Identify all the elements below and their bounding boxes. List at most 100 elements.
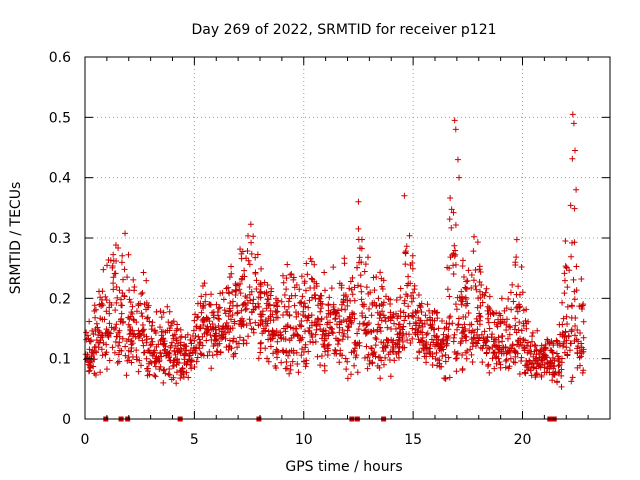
data-point	[191, 317, 198, 324]
data-point	[471, 329, 478, 336]
data-point	[383, 293, 389, 300]
data-point	[267, 317, 274, 324]
data-point	[237, 290, 244, 297]
data-point	[228, 270, 235, 277]
data-point	[265, 296, 272, 303]
data-point	[325, 301, 332, 308]
data-point	[476, 288, 483, 295]
data-point	[254, 251, 261, 258]
data-point	[118, 310, 125, 317]
data-point	[525, 339, 532, 346]
data-point	[336, 313, 343, 320]
data-point	[103, 341, 110, 348]
data-point	[389, 314, 396, 321]
data-point	[177, 367, 184, 374]
data-point	[252, 254, 259, 261]
data-point	[119, 290, 126, 297]
data-point	[561, 334, 568, 341]
data-point	[511, 326, 518, 333]
data-point	[267, 336, 274, 343]
data-point	[313, 326, 320, 333]
data-point	[308, 258, 315, 265]
data-point	[338, 284, 345, 291]
data-point	[214, 348, 221, 355]
data-point	[255, 303, 262, 310]
data-point	[92, 306, 99, 313]
data-point	[118, 259, 125, 266]
data-point	[103, 326, 110, 333]
data-point	[523, 358, 530, 365]
data-point	[228, 263, 235, 270]
data-point	[247, 320, 254, 327]
data-point	[290, 347, 297, 354]
data-point	[562, 328, 569, 335]
data-point	[320, 341, 327, 348]
data-point	[301, 278, 308, 285]
data-point	[96, 339, 103, 346]
data-point	[298, 323, 305, 330]
data-point	[288, 271, 295, 278]
data-point	[285, 352, 292, 359]
data-point	[377, 328, 384, 335]
data-point	[332, 316, 339, 323]
data-point	[534, 327, 541, 334]
data-point	[310, 339, 317, 346]
data-point	[238, 307, 245, 314]
data-point	[139, 313, 146, 320]
data-point	[368, 345, 375, 352]
data-point	[148, 341, 155, 348]
data-point	[406, 331, 413, 338]
data-point	[131, 283, 138, 290]
data-point	[375, 321, 382, 328]
data-point	[577, 329, 584, 336]
data-point	[236, 286, 243, 293]
data-point	[397, 329, 404, 336]
data-point	[515, 326, 522, 333]
data-point	[110, 326, 117, 333]
data-point	[468, 272, 475, 279]
data-point	[515, 283, 522, 290]
data-point	[203, 337, 210, 344]
data-point	[423, 339, 430, 346]
data-point	[351, 315, 358, 322]
data-point-spike	[456, 174, 463, 181]
data-point	[445, 326, 452, 333]
data-point	[405, 280, 412, 287]
data-point	[465, 267, 472, 274]
data-point	[373, 336, 380, 343]
data-point	[468, 284, 475, 291]
data-point	[118, 315, 125, 322]
data-point	[143, 333, 150, 340]
data-point	[207, 332, 214, 339]
data-point	[135, 302, 142, 309]
data-point	[156, 324, 163, 331]
chart-title: Day 269 of 2022, SRMTID for receiver p12…	[191, 22, 496, 38]
data-point	[241, 267, 248, 274]
data-point	[453, 355, 460, 362]
data-point	[489, 331, 496, 338]
data-point	[247, 221, 254, 228]
data-point	[406, 232, 413, 239]
data-point	[92, 314, 99, 321]
data-point	[93, 320, 100, 327]
data-point	[476, 278, 483, 285]
data-point	[523, 325, 530, 332]
data-point	[379, 344, 386, 351]
data-point	[208, 291, 215, 298]
data-point	[470, 334, 477, 341]
data-point	[433, 309, 440, 316]
data-point	[117, 296, 124, 303]
data-point	[447, 194, 454, 201]
data-point	[240, 337, 247, 344]
data-point	[462, 313, 469, 320]
data-point	[572, 323, 579, 330]
data-point-spike	[454, 156, 461, 163]
data-point	[516, 291, 523, 298]
data-point	[181, 351, 188, 358]
data-point	[243, 305, 250, 312]
data-point	[502, 345, 509, 352]
data-point	[448, 206, 455, 213]
data-point	[298, 317, 305, 324]
data-point	[364, 365, 371, 372]
data-point	[538, 357, 545, 364]
